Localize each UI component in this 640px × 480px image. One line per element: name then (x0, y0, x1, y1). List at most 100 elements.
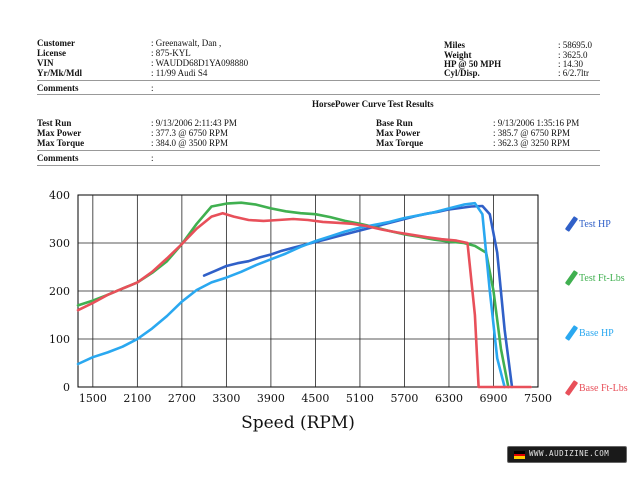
data-point (284, 252, 287, 255)
data-point (91, 302, 94, 304)
data-point (255, 203, 257, 206)
data-point (470, 205, 473, 208)
x-tick-label: 6900 (479, 392, 507, 405)
test-run-value: : 384.0 @ 3500 RPM (151, 138, 229, 148)
customer-label: Customer (37, 38, 75, 48)
data-point (440, 238, 443, 241)
customer-value: : 11/99 Audi S4 (151, 68, 208, 78)
x-tick-label: 5700 (390, 392, 418, 405)
data-point (503, 328, 506, 331)
data-point (210, 205, 213, 208)
data-point (448, 207, 450, 210)
data-point (344, 230, 346, 233)
y-tick-label: 300 (49, 237, 70, 250)
data-point (433, 211, 436, 214)
data-point (258, 256, 261, 259)
data-point (336, 235, 339, 238)
data-point (151, 327, 154, 330)
x-tick-label: 1500 (79, 392, 107, 405)
data-point (247, 219, 250, 221)
data-point (347, 232, 350, 235)
data-point (195, 227, 198, 230)
data-point (488, 213, 491, 216)
customer-label: License (37, 48, 66, 58)
legend-label: Base HP (579, 328, 614, 339)
customer-value: : (151, 83, 154, 93)
data-point (166, 260, 168, 263)
data-point (403, 217, 406, 219)
x-tick-label: 5100 (346, 392, 374, 405)
divider (37, 165, 600, 166)
data-point (500, 386, 502, 388)
series-line-base-hp (76, 201, 506, 389)
vehicle-value: : 3625.0 (558, 50, 588, 60)
data-point (255, 264, 257, 266)
vehicle-label: Cyl/Disp. (444, 68, 480, 78)
data-point (299, 212, 302, 215)
data-point (270, 207, 272, 210)
data-point (284, 210, 287, 213)
x-tick-label: 4500 (301, 392, 329, 405)
data-point (77, 363, 79, 365)
test-run-label: Test Run (37, 118, 72, 128)
comments-value: : (151, 153, 154, 163)
data-point (481, 386, 484, 388)
x-axis-label: Speed (RPM) (241, 413, 355, 433)
data-point (477, 386, 480, 388)
data-point (307, 219, 309, 221)
vehicle-label: Weight (444, 50, 472, 60)
data-point (195, 222, 198, 225)
data-point (225, 265, 228, 267)
data-point (466, 242, 469, 244)
customer-label: Yr/Mk/Mdl (37, 68, 82, 78)
customer-label: Comments (37, 83, 79, 93)
data-point (474, 244, 476, 247)
data-point (299, 245, 302, 248)
data-point (514, 386, 517, 388)
base-run-label: Max Torque (376, 138, 424, 148)
data-point (455, 239, 458, 242)
series-line-test-hp (202, 204, 514, 389)
legend-label: Base Ft-Lbs (579, 383, 628, 394)
data-point (210, 281, 213, 284)
data-point (91, 299, 94, 302)
data-point (292, 218, 295, 220)
watermark-badge: WWW.AUDIZINE.COM (507, 446, 627, 463)
base-run-label: Max Power (376, 128, 421, 138)
data-point (292, 246, 295, 249)
data-point (474, 314, 476, 316)
data-point (351, 222, 354, 225)
x-tick-label: 7500 (524, 392, 552, 405)
data-point (488, 290, 491, 292)
data-point (270, 258, 272, 261)
customer-value: : Greenawalt, Dan , (151, 38, 222, 48)
test-run-label: Max Torque (37, 138, 85, 148)
data-point (314, 240, 317, 242)
data-point (462, 203, 465, 206)
test-run-value: : 377.3 @ 6750 RPM (151, 128, 229, 138)
data-point (366, 225, 369, 228)
customer-value: : WAUDD68D1YA098880 (151, 58, 249, 68)
data-point (359, 229, 361, 232)
customer-label: VIN (37, 58, 54, 68)
data-point (136, 281, 139, 284)
data-point (418, 214, 421, 217)
vehicle-value: : 6/2.7ltr (558, 68, 589, 78)
watermark-text: WWW.AUDIZINE.COM (529, 449, 610, 458)
base-run-label: Base Run (376, 118, 413, 128)
data-point (277, 219, 280, 221)
data-point (329, 216, 332, 218)
base-run-value: : 385.7 @ 6750 RPM (493, 128, 571, 138)
data-point (106, 293, 109, 296)
data-point (214, 269, 217, 272)
y-tick-label: 400 (49, 189, 70, 202)
data-point (166, 315, 168, 317)
data-point (77, 309, 79, 312)
data-point (210, 215, 213, 218)
data-point (121, 287, 124, 290)
data-point (180, 300, 183, 303)
data-point (240, 270, 243, 273)
data-point (492, 290, 495, 292)
data-point (425, 236, 428, 239)
